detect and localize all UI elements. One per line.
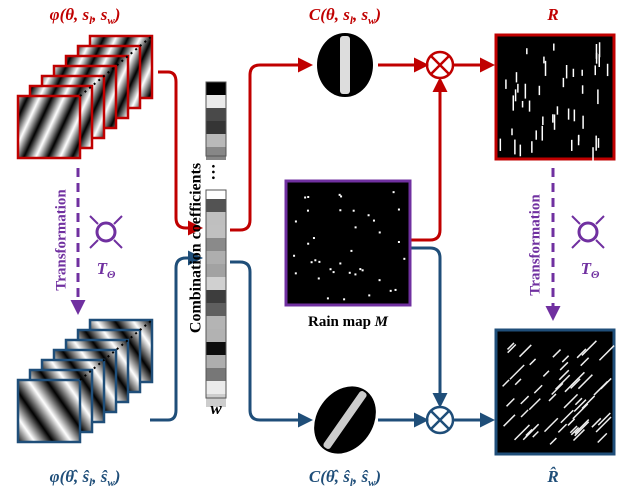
coefficients-ellipsis: … xyxy=(208,164,227,181)
rain-dot xyxy=(393,191,395,193)
rain-dot xyxy=(353,210,355,212)
coefficient-cell xyxy=(206,368,226,381)
rain-dot xyxy=(330,268,332,270)
rain-bottom-label: R̂ xyxy=(546,467,558,486)
label-part: ) xyxy=(373,467,381,486)
label-part: ) xyxy=(113,467,121,486)
kernel-bottom-label: C(θ̂, ŝl, ŝw) xyxy=(309,467,381,489)
rain-dot xyxy=(327,297,329,299)
coefficient-cell xyxy=(206,121,226,134)
label-part: C(θ̂, ŝ xyxy=(309,467,350,486)
basis-bottom xyxy=(18,380,80,442)
rain-dot xyxy=(304,197,306,199)
rain-map-label-symbol: M xyxy=(374,314,389,330)
basis-top-label: φ(θ, sl, sw) xyxy=(50,5,121,27)
label-part: ) xyxy=(113,5,121,24)
coefficient-cell xyxy=(206,303,226,316)
label-part: φ(θ, s xyxy=(50,5,90,24)
coefficient-cell xyxy=(206,134,226,147)
coefficient-cell xyxy=(206,225,226,238)
coefficient-cell xyxy=(206,381,226,394)
rain-top-label: R xyxy=(546,5,558,24)
label-part: ) xyxy=(373,5,381,24)
coefficient-cell xyxy=(206,342,226,355)
rain-dot xyxy=(318,277,320,279)
coefficient-cell xyxy=(206,147,226,160)
rain-dot xyxy=(307,210,309,212)
coefficient-bar xyxy=(206,82,226,407)
transform-right-operator: TΘ xyxy=(581,259,600,281)
label-subscript: Θ xyxy=(591,269,600,281)
label-part: T xyxy=(581,259,592,278)
label-part: , ŝ xyxy=(91,467,108,486)
rain-dot xyxy=(311,261,313,263)
transform-right-label: Transformation xyxy=(527,194,543,296)
rain-dot xyxy=(339,194,341,196)
transform-left-label: Transformation xyxy=(53,189,69,291)
rain-dot xyxy=(355,226,357,228)
rain-dot xyxy=(318,261,320,263)
rain-dot xyxy=(307,243,309,245)
basis-top xyxy=(18,96,80,158)
coefficients-symbol: w xyxy=(210,399,222,418)
rain-dot xyxy=(354,273,356,275)
rain-dot xyxy=(350,250,352,252)
coefficient-cell xyxy=(206,277,226,290)
rain-dot xyxy=(368,294,370,296)
rain-map xyxy=(286,181,410,305)
coefficient-cell xyxy=(206,199,226,212)
label-part: T xyxy=(97,259,108,278)
rain-dot xyxy=(293,255,295,257)
rain-dot xyxy=(339,262,341,264)
rain-dot xyxy=(403,258,405,260)
coefficient-cell xyxy=(206,108,226,121)
coefficient-cell xyxy=(206,329,226,342)
coefficient-cell xyxy=(206,82,226,95)
label-part: C(θ, s xyxy=(309,5,350,24)
rain-map-label-text: Rain map xyxy=(308,314,375,330)
diagram: φ(θ, sl, sw) C(θ, sl, sw) R φ(θ̂, ŝl, ŝw… xyxy=(0,0,634,495)
rain-dot xyxy=(339,209,341,211)
coefficient-cell xyxy=(206,238,226,251)
rain-dot xyxy=(349,272,351,274)
transform-left-operator: TΘ xyxy=(97,259,116,281)
rain-map-label: Rain map M xyxy=(308,314,389,330)
coefficient-cell xyxy=(206,290,226,303)
coefficient-cell xyxy=(206,316,226,329)
rain-dot xyxy=(307,196,309,198)
rain-dot xyxy=(379,231,381,233)
label-part: , s xyxy=(91,5,108,24)
kernel-bottom xyxy=(300,375,390,465)
rain-dot xyxy=(398,209,400,211)
basis-stacks xyxy=(18,36,152,442)
rain-dot xyxy=(390,290,392,292)
kernel-top xyxy=(310,30,380,100)
rain-dot xyxy=(368,214,370,216)
kernel-top-label: C(θ, sl, sw) xyxy=(309,5,381,27)
coefficient-cell xyxy=(206,212,226,225)
label-part: , ŝ xyxy=(352,467,369,486)
label-part: φ(θ̂, ŝ xyxy=(50,467,90,486)
rain-dot xyxy=(398,241,400,243)
rain-dot xyxy=(314,259,316,261)
coefficient-cell xyxy=(206,95,226,108)
rain-dot xyxy=(379,279,381,281)
basis-bottom-label: φ(θ̂, ŝl, ŝw) xyxy=(50,467,121,489)
rain-dot xyxy=(359,268,361,270)
rain-dot xyxy=(295,272,297,274)
rain-dot xyxy=(395,289,397,291)
rain-dot xyxy=(362,269,364,271)
label-subscript: Θ xyxy=(107,269,116,281)
coefficients-title: Combination coefficients xyxy=(188,163,205,333)
label-part: , s xyxy=(352,5,369,24)
rain-dot xyxy=(295,220,297,222)
rain-dot xyxy=(313,237,315,239)
coefficient-cell xyxy=(206,355,226,368)
coefficient-cell xyxy=(206,251,226,264)
rain-dot xyxy=(373,220,375,222)
rain-dot xyxy=(333,271,335,273)
rain-dot xyxy=(343,298,345,300)
coefficient-cell xyxy=(206,264,226,277)
